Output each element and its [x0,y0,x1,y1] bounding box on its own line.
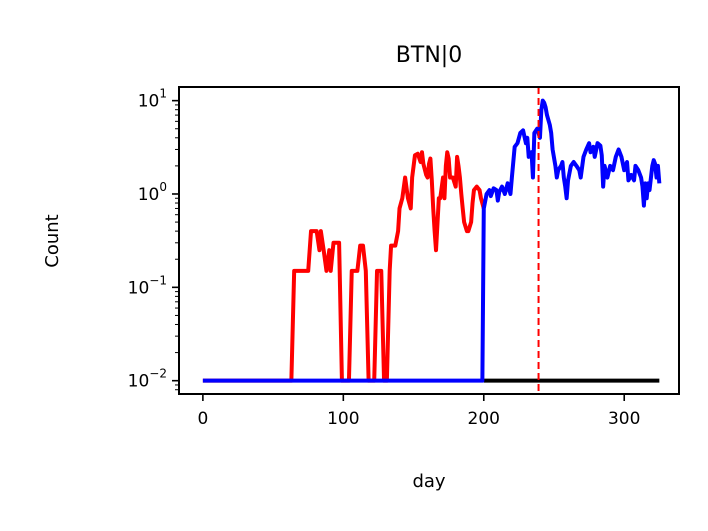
x-axis-label: day [412,471,445,492]
tick-layer: 0 100 200 300 10−2 10−1 100 101 [128,87,641,429]
series-line-0 [202,150,486,383]
x-tick-label: 0 [197,409,208,429]
plot-frame [178,86,680,395]
series-layer [202,87,662,394]
chart-title: BTN|0 [396,43,462,68]
y-tick-label: 10−1 [128,273,167,298]
y-tick-label: 10−2 [128,367,167,392]
y-tick-label: 101 [138,87,167,112]
x-tick-label: 200 [468,409,500,429]
y-axis-label: Count [42,214,63,267]
x-tick-label: 300 [608,409,640,429]
y-tick-label: 100 [138,180,167,205]
x-tick-label: 100 [327,409,359,429]
series-line-2 [202,98,662,383]
